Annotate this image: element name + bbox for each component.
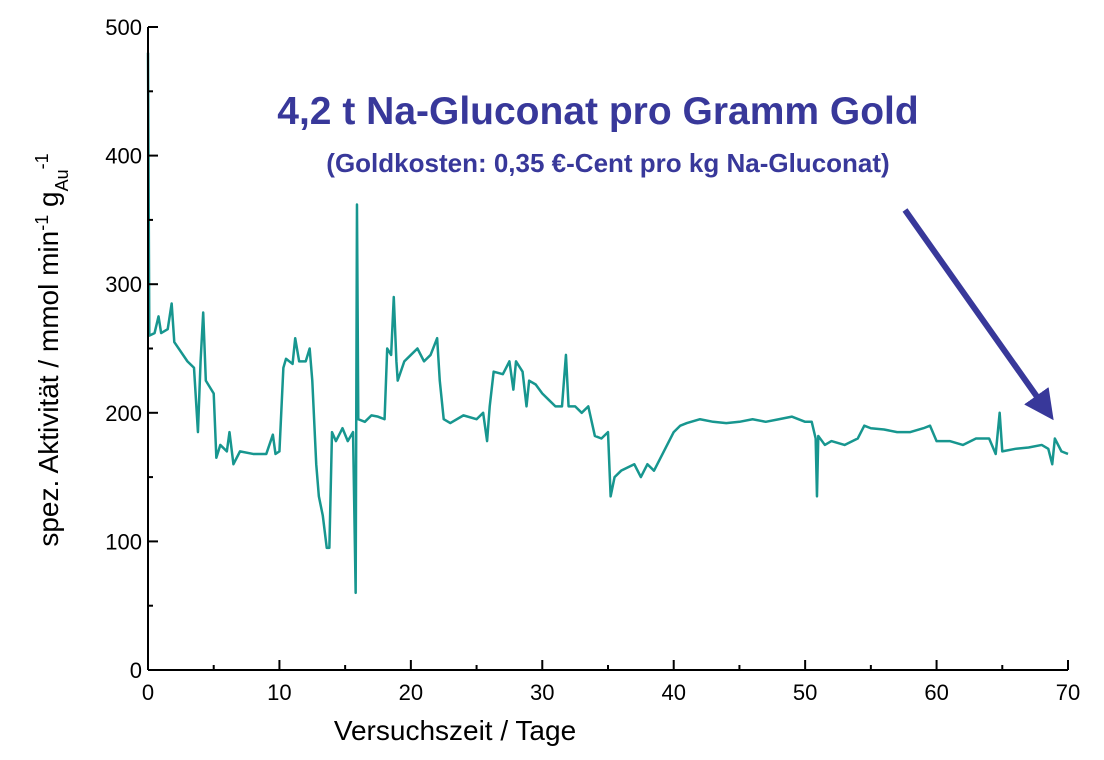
x-tick-label: 10	[267, 680, 291, 705]
x-tick-label: 30	[530, 680, 554, 705]
y-label-sup: -1	[32, 153, 52, 169]
x-axis-label: Versuchszeit / Tage	[334, 715, 576, 746]
y-label-sup: -1	[32, 215, 52, 231]
x-tick-label: 50	[793, 680, 817, 705]
y-label-text: spez. Aktivität / mmol min	[33, 231, 64, 547]
y-tick-label: 100	[105, 529, 142, 554]
y-axis-label: spez. Aktivität / mmol min-1 gAu-1	[32, 153, 72, 546]
x-tick-label: 70	[1056, 680, 1080, 705]
annotation-subtitle: (Goldkosten: 0,35 €-Cent pro kg Na-Gluco…	[326, 148, 889, 178]
y-label-sub: Au	[52, 169, 72, 191]
y-tick-label: 400	[105, 144, 142, 169]
annotation-title: 4,2 t Na-Gluconat pro Gramm Gold	[277, 90, 918, 133]
y-tick-label: 0	[130, 658, 142, 683]
y-tick-label: 500	[105, 15, 142, 40]
y-tick-label: 300	[105, 272, 142, 297]
y-label-text: g	[33, 191, 64, 214]
x-tick-label: 20	[399, 680, 423, 705]
y-tick-label: 200	[105, 401, 142, 426]
x-tick-label: 0	[142, 680, 154, 705]
x-tick-label: 40	[661, 680, 685, 705]
data-line	[146, 52, 1069, 595]
x-tick-label: 60	[924, 680, 948, 705]
annotation-arrow	[902, 208, 1054, 421]
